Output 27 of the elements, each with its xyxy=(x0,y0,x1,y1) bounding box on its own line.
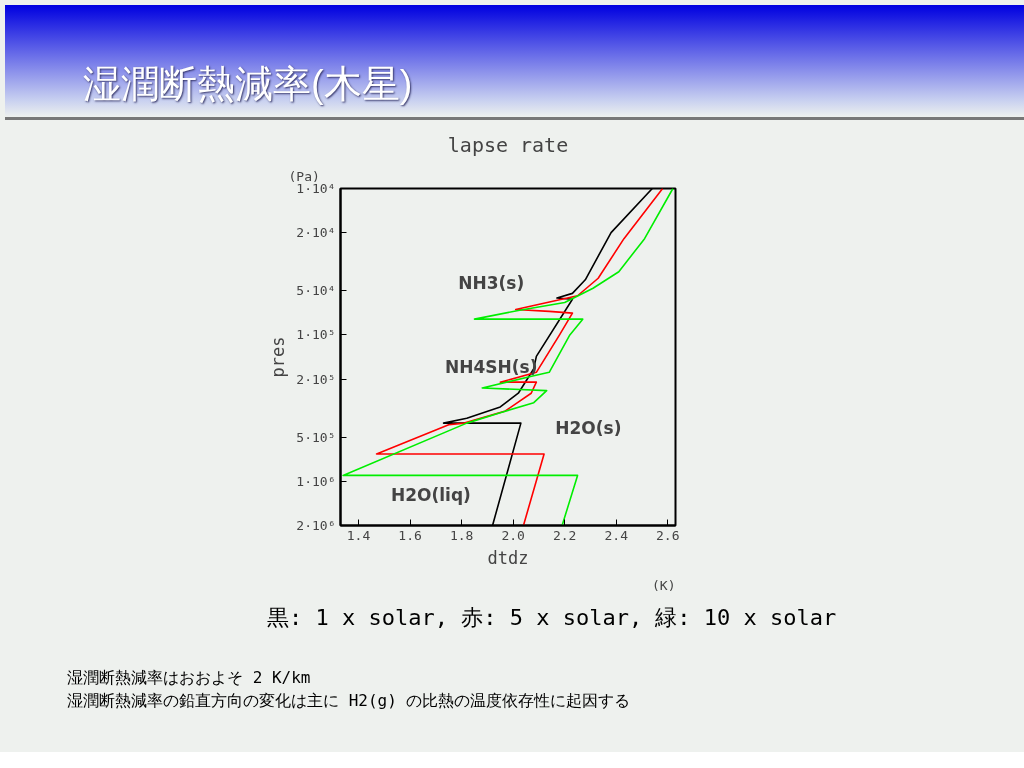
text: (K) xyxy=(652,577,676,593)
y-tick-label: 2·10⁵ xyxy=(296,371,336,387)
y-tick-label: 5·10⁴ xyxy=(296,283,336,299)
x-tick-label: 1.8 xyxy=(449,527,474,543)
chart-subtitle: lapse rate xyxy=(447,132,569,157)
x-tick-label: 2.2 xyxy=(552,527,577,543)
y-tick-label: 2·10⁴ xyxy=(296,225,336,241)
y-tick-label: 1·10⁶ xyxy=(296,473,336,489)
annotation: H2O(liq) xyxy=(391,485,471,506)
x-tick-label: 2.4 xyxy=(604,527,629,543)
x-axis-title: dtdz xyxy=(487,547,529,568)
text: 黒: 1 x solar, 赤: 5 x solar, 緑: 10 x solar xyxy=(267,604,837,632)
annotation: NH3(s) xyxy=(458,272,525,293)
x-tick-label: 2.0 xyxy=(501,527,525,543)
annotation: H2O(s) xyxy=(555,417,622,438)
text: (Pa) xyxy=(288,168,320,184)
y-tick-label: 5·10⁵ xyxy=(296,429,336,445)
x-tick-label: 1.6 xyxy=(398,527,422,543)
y-axis-title: pres xyxy=(268,336,289,378)
chart-title: 湿潤断熱減率(木星) xyxy=(83,62,413,107)
x-tick-label: 2.6 xyxy=(656,527,680,543)
text: 湿潤断熱減率の鉛直方向の変化は主に H2(g) の比熱の温度依存性に起因する xyxy=(67,690,631,710)
y-tick-label: 2·10⁶ xyxy=(296,518,336,533)
y-tick-label: 1·10⁴ xyxy=(296,181,336,196)
text: 湿潤断熱減率はおおよそ 2 K/km xyxy=(67,668,311,687)
y-tick-label: 1·10⁵ xyxy=(296,327,336,343)
x-tick-label: 1.4 xyxy=(346,527,371,543)
